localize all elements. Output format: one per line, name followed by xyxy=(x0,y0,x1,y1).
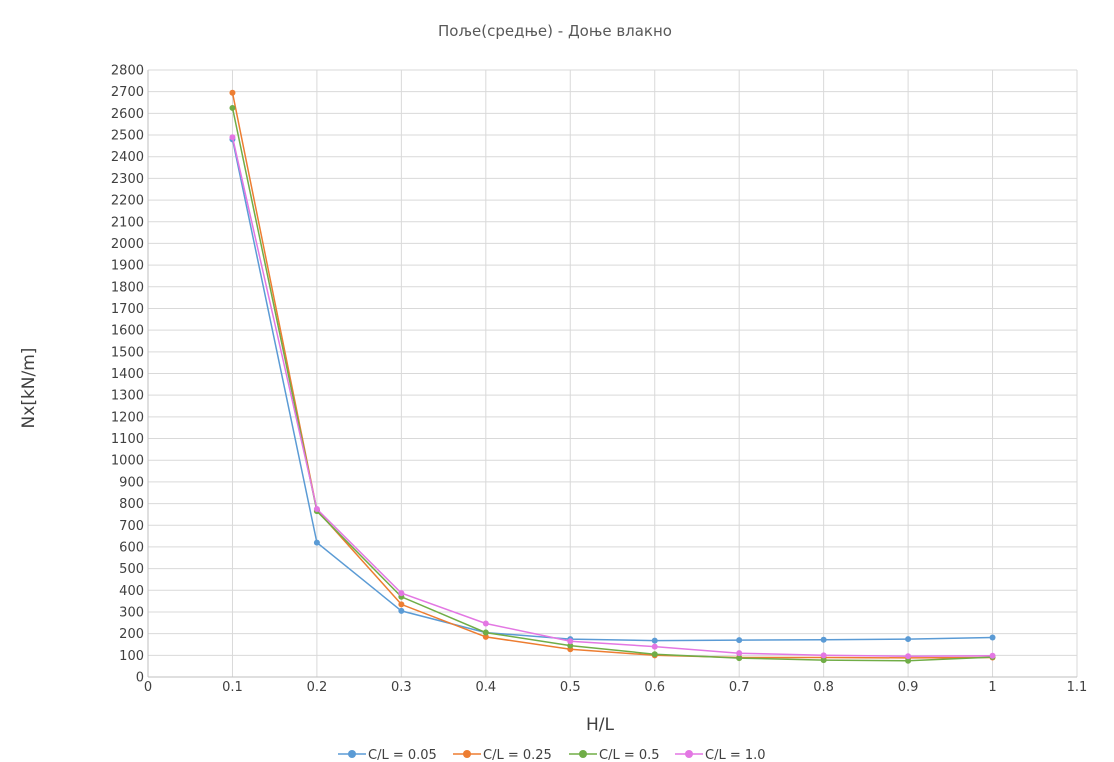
y-tick-label: 900 xyxy=(119,475,144,490)
y-tick-label: 2800 xyxy=(111,64,144,79)
legend-marker xyxy=(685,750,693,758)
y-tick-label: 200 xyxy=(119,627,144,642)
y-tick-label: 2200 xyxy=(111,194,144,209)
x-tick-label: 1 xyxy=(988,680,996,695)
y-tick-label: 100 xyxy=(119,649,144,664)
x-tick-label: 0.8 xyxy=(813,680,834,695)
data-point xyxy=(651,651,658,658)
series-group xyxy=(229,104,996,664)
data-point xyxy=(736,655,743,662)
data-point xyxy=(651,643,658,650)
data-point xyxy=(651,637,658,644)
chart-title: Поље(средње) - Доње влакно xyxy=(438,22,672,40)
y-tick-label: 2000 xyxy=(111,237,144,252)
y-tick-label: 1100 xyxy=(111,432,144,447)
legend-item: C/L = 0.5 xyxy=(569,748,660,762)
y-tick-label: 1600 xyxy=(111,324,144,339)
x-tick-label: 0.1 xyxy=(222,680,243,695)
y-axis-title: Nx[kN/m] xyxy=(19,348,39,429)
y-tick-label: 800 xyxy=(119,497,144,512)
x-tick-label: 0.7 xyxy=(729,680,750,695)
legend-item: C/L = 1.0 xyxy=(675,748,766,762)
x-tick-label: 1.1 xyxy=(1067,680,1088,695)
y-tick-label: 1900 xyxy=(111,259,144,274)
x-tick-label: 0.5 xyxy=(560,680,581,695)
data-point xyxy=(398,601,405,608)
y-tick-label: 1800 xyxy=(111,280,144,295)
legend-label: C/L = 1.0 xyxy=(705,748,766,762)
y-tick-label: 2100 xyxy=(111,215,144,230)
y-tick-label: 2300 xyxy=(111,172,144,187)
data-point xyxy=(229,134,236,141)
legend-item: C/L = 0.25 xyxy=(453,748,552,762)
x-tick-label: 0.6 xyxy=(644,680,665,695)
y-tick-label: 1400 xyxy=(111,367,144,382)
y-tick-label: 2400 xyxy=(111,150,144,165)
data-point xyxy=(820,652,827,659)
series-line xyxy=(231,139,993,642)
data-point xyxy=(567,642,574,649)
plot-series xyxy=(229,89,996,664)
series-line xyxy=(231,107,993,662)
x-tick-label: 0.9 xyxy=(898,680,919,695)
data-point xyxy=(229,104,236,111)
y-tick-label: 700 xyxy=(119,519,144,534)
x-tick-label: 0.4 xyxy=(475,680,496,695)
x-tick-label: 0.3 xyxy=(391,680,412,695)
data-point xyxy=(736,650,743,657)
y-tick-label: 2600 xyxy=(111,107,144,122)
y-tick-label: 1500 xyxy=(111,345,144,360)
x-tick-label: 0.2 xyxy=(307,680,328,695)
data-point xyxy=(398,590,405,597)
legend-label: C/L = 0.5 xyxy=(599,748,660,762)
data-point xyxy=(989,634,996,641)
y-tick-label: 500 xyxy=(119,562,144,577)
data-point xyxy=(905,657,912,664)
series-group xyxy=(229,136,996,644)
legend: C/L = 0.05 C/L = 0.25 C/L = 0.5 C/L = 1.0 xyxy=(338,748,766,762)
legend-marker xyxy=(348,750,356,758)
legend-marker xyxy=(463,750,471,758)
data-point xyxy=(820,636,827,643)
data-point xyxy=(482,629,489,636)
y-tick-label: 2700 xyxy=(111,85,144,100)
legend-item: C/L = 0.05 xyxy=(338,748,437,762)
legend-label: C/L = 0.25 xyxy=(483,748,552,762)
data-point xyxy=(905,636,912,643)
y-tick-label: 1000 xyxy=(111,454,144,469)
data-point xyxy=(989,652,996,659)
series-line xyxy=(231,137,993,657)
data-point xyxy=(313,505,320,512)
y-tick-label: 1200 xyxy=(111,410,144,425)
y-tick-label: 0 xyxy=(136,671,144,686)
data-point xyxy=(482,620,489,627)
y-tick-label: 1700 xyxy=(111,302,144,317)
series-group xyxy=(229,134,996,660)
x-tick-label: 0 xyxy=(144,680,152,695)
data-point xyxy=(398,607,405,614)
y-tick-label: 2500 xyxy=(111,129,144,144)
data-point xyxy=(313,539,320,546)
data-point xyxy=(482,633,489,640)
legend-label: C/L = 0.05 xyxy=(368,748,437,762)
x-axis-title: H/L xyxy=(586,715,615,735)
legend-marker xyxy=(579,750,587,758)
data-point xyxy=(736,637,743,644)
axes: 0100200300400500600700800900100011001200… xyxy=(111,64,1087,696)
data-point xyxy=(905,653,912,660)
y-tick-label: 300 xyxy=(119,605,144,620)
data-point xyxy=(567,638,574,645)
y-tick-label: 1300 xyxy=(111,389,144,404)
data-point xyxy=(229,89,236,96)
series-group xyxy=(229,89,996,661)
series-line xyxy=(231,92,993,659)
y-tick-label: 400 xyxy=(119,584,144,599)
y-tick-label: 600 xyxy=(119,540,144,555)
data-point xyxy=(820,657,827,664)
